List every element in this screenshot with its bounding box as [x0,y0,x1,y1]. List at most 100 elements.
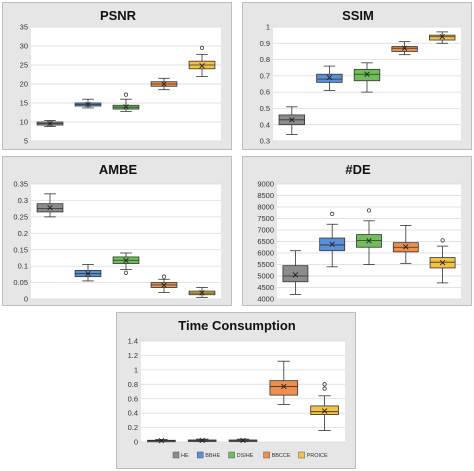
ambe-box-bbcce [150,274,178,293]
psnr-y-tick-label: 20 [20,80,28,89]
de-box-bbhe [319,211,346,268]
time-y-tick-label: 0.8 [128,380,138,389]
time-y-tick-label: 1 [134,365,138,374]
de-y-tick-label: 7000 [257,226,274,235]
time-plot-area [141,341,345,442]
outlier-point [123,92,129,97]
time-y-tick-label: 0.6 [128,394,138,403]
de-box-dsihe [356,208,382,265]
de-y-tick-label: 4000 [257,295,274,304]
mean-marker [123,104,129,110]
legend-swatch [172,451,180,459]
box-iqr [391,46,418,52]
psnr-box-dsihe [112,92,140,112]
ambe-y-tick-label: 0.1 [18,262,28,271]
de-box-proice [429,238,456,284]
ambe-box-dsihe [112,252,140,275]
legend-item-he: HE [172,451,189,459]
ssim-chart: SSIM 0.3 0.4 0.5 0.6 0.7 0.8 0.9 1 [260,8,461,146]
de-y-tick-label: 9000 [257,180,274,189]
psnr-box-proice [188,45,216,77]
psnr-title: PSNR [100,8,137,23]
ambe-y-tick-label: 0.2 [18,229,28,238]
ssim-chart-panel: SSIM 0.3 0.4 0.5 0.6 0.7 0.8 0.9 1 [242,2,472,150]
time-chart-panel: Time Consumption 0 0.2 0.4 0.6 0.8 1 1.2 1.4 HE BB… [116,312,356,469]
time-box-he [147,437,176,444]
mean-marker [85,101,91,108]
ambe-box-bbhe [74,264,102,282]
mean-marker [439,259,446,266]
mean-marker [366,238,372,244]
mean-marker [326,74,333,81]
ssim-box-dsihe [353,62,381,93]
mean-marker [123,257,129,264]
box-iqr [429,34,456,41]
ssim-y-tick-label: 1 [266,23,270,32]
psnr-y-tick-label: 5 [24,137,28,146]
mean-marker [401,45,408,51]
box-iqr [310,405,339,415]
de-y-tick-label: 4500 [257,283,274,292]
ssim-box-bbcce [391,41,418,56]
ambe-box-proice [188,287,216,298]
mean-marker [329,241,335,247]
ssim-y-tick-label: 0.8 [260,55,270,64]
de-y-tick-label: 6500 [257,237,274,246]
de-title: #DE [345,162,371,177]
mean-marker [439,34,445,40]
psnr-chart: PSNR 5 10 15 20 25 30 35 [20,8,221,146]
legend-label: BBHE [205,453,220,459]
time-y-tick-label: 1.2 [128,351,138,360]
ambe-title: AMBE [99,162,138,177]
ambe-chart: AMBE 0 0.05 0.1 0.15 0.2 0.25 0.3 0.35 [13,162,221,304]
box-iqr [316,73,343,83]
ssim-y-tick-label: 0.3 [260,137,270,146]
outlier-point [199,45,205,51]
legend-label: BBCCE [272,453,291,459]
outlier-point [440,238,445,243]
legend-swatch [228,451,235,459]
ambe-box-he [36,193,64,218]
de-y-tick-label: 8500 [257,191,274,200]
ambe-y-tick-label: 0.3 [18,196,28,205]
time-y-tick-label: 0 [134,438,138,447]
time-chart: Time Consumption 0 0.2 0.4 0.6 0.8 1 1.2 1.4 HE BB… [128,318,345,459]
ssim-y-tick-label: 0.7 [260,71,270,80]
mean-marker [199,63,205,69]
ambe-y-tick-label: 0.05 [13,278,28,287]
legend-swatch [196,451,204,459]
psnr-box-bbcce [150,77,178,91]
mean-marker [364,71,370,77]
mean-marker [158,437,165,444]
mean-marker [47,120,53,127]
de-box-he [282,250,309,295]
ambe-y-tick-label: 0.35 [13,180,28,189]
ssim-box-he [278,106,305,135]
psnr-y-tick-label: 10 [20,118,28,127]
mean-marker [292,272,299,278]
ambe-chart-panel: AMBE 0 0.05 0.1 0.15 0.2 0.25 0.3 0.35 [2,156,232,306]
mean-marker [161,81,167,87]
outlier-point [322,386,327,391]
box-iqr [353,68,381,82]
outlier-point [161,274,167,279]
ssim-title: SSIM [342,8,374,23]
psnr-box-bbhe [74,98,102,109]
legend-item-bbcce: BBCCE [263,451,291,459]
ambe-y-tick-label: 0 [24,295,28,304]
de-chart: #DE 4000 4500 5000 5500 6000 6500 7000 7500 8000 8… [257,162,461,304]
time-title: Time Consumption [178,318,296,333]
outlier-point [330,211,335,217]
time-box-dsihe [228,437,258,444]
de-y-tick-label: 8000 [257,203,274,212]
de-y-tick-label: 7500 [257,214,274,223]
mean-marker [281,383,287,390]
mean-marker [289,117,295,123]
mean-marker [85,270,91,277]
ambe-plot-area [31,184,221,299]
legend: HE BBHE DSIHE BBCCE PROICE [172,451,328,459]
de-y-tick-label: 6000 [257,249,274,258]
mean-marker [321,408,328,414]
ssim-box-proice [429,31,456,44]
time-y-tick-label: 1.4 [128,337,138,346]
